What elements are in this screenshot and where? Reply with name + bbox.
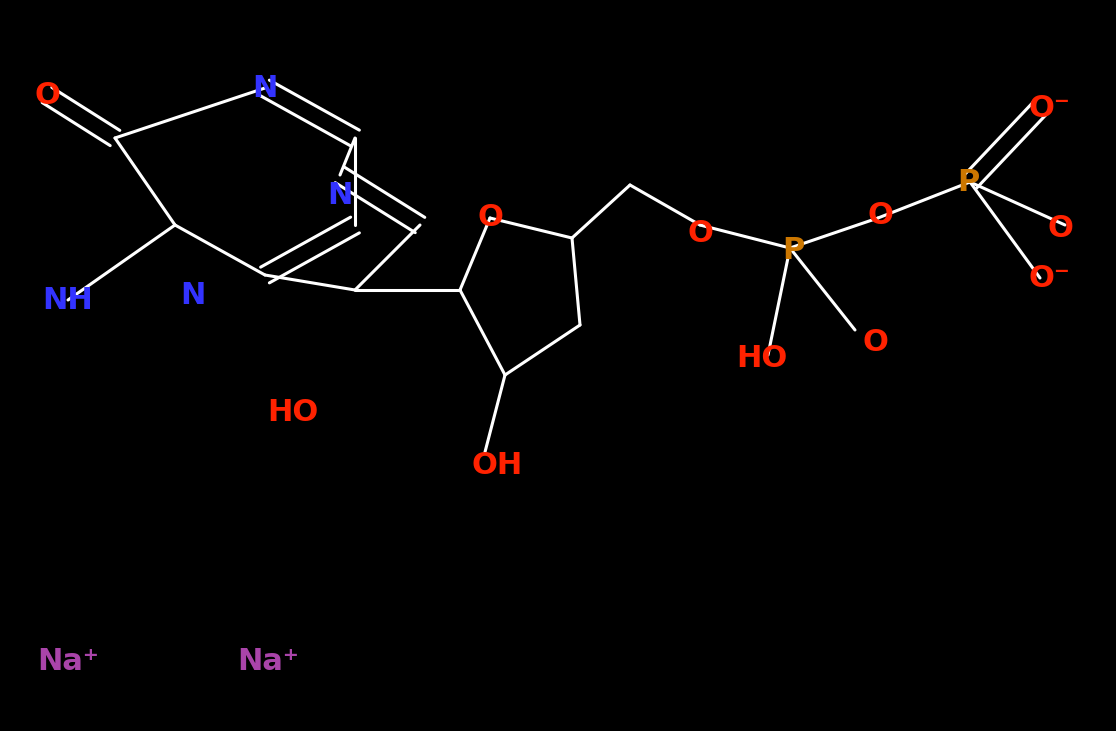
Text: P: P: [956, 167, 979, 197]
Text: O: O: [1047, 213, 1072, 243]
Text: N: N: [252, 74, 278, 102]
Text: O: O: [862, 327, 888, 357]
Text: O: O: [867, 200, 893, 230]
Text: O⁻: O⁻: [1028, 94, 1070, 123]
Text: P: P: [782, 235, 805, 265]
Text: O: O: [477, 203, 503, 232]
Text: OH: OH: [471, 450, 522, 480]
Text: N: N: [327, 181, 353, 210]
Text: HO: HO: [268, 398, 319, 426]
Text: HO: HO: [737, 344, 788, 373]
Text: O: O: [687, 219, 713, 248]
Text: O⁻: O⁻: [1028, 263, 1070, 292]
Text: NH: NH: [42, 286, 94, 314]
Text: N: N: [181, 281, 205, 309]
Text: O: O: [35, 80, 60, 110]
Text: Na⁺: Na⁺: [37, 648, 99, 676]
Text: Na⁺: Na⁺: [237, 648, 299, 676]
